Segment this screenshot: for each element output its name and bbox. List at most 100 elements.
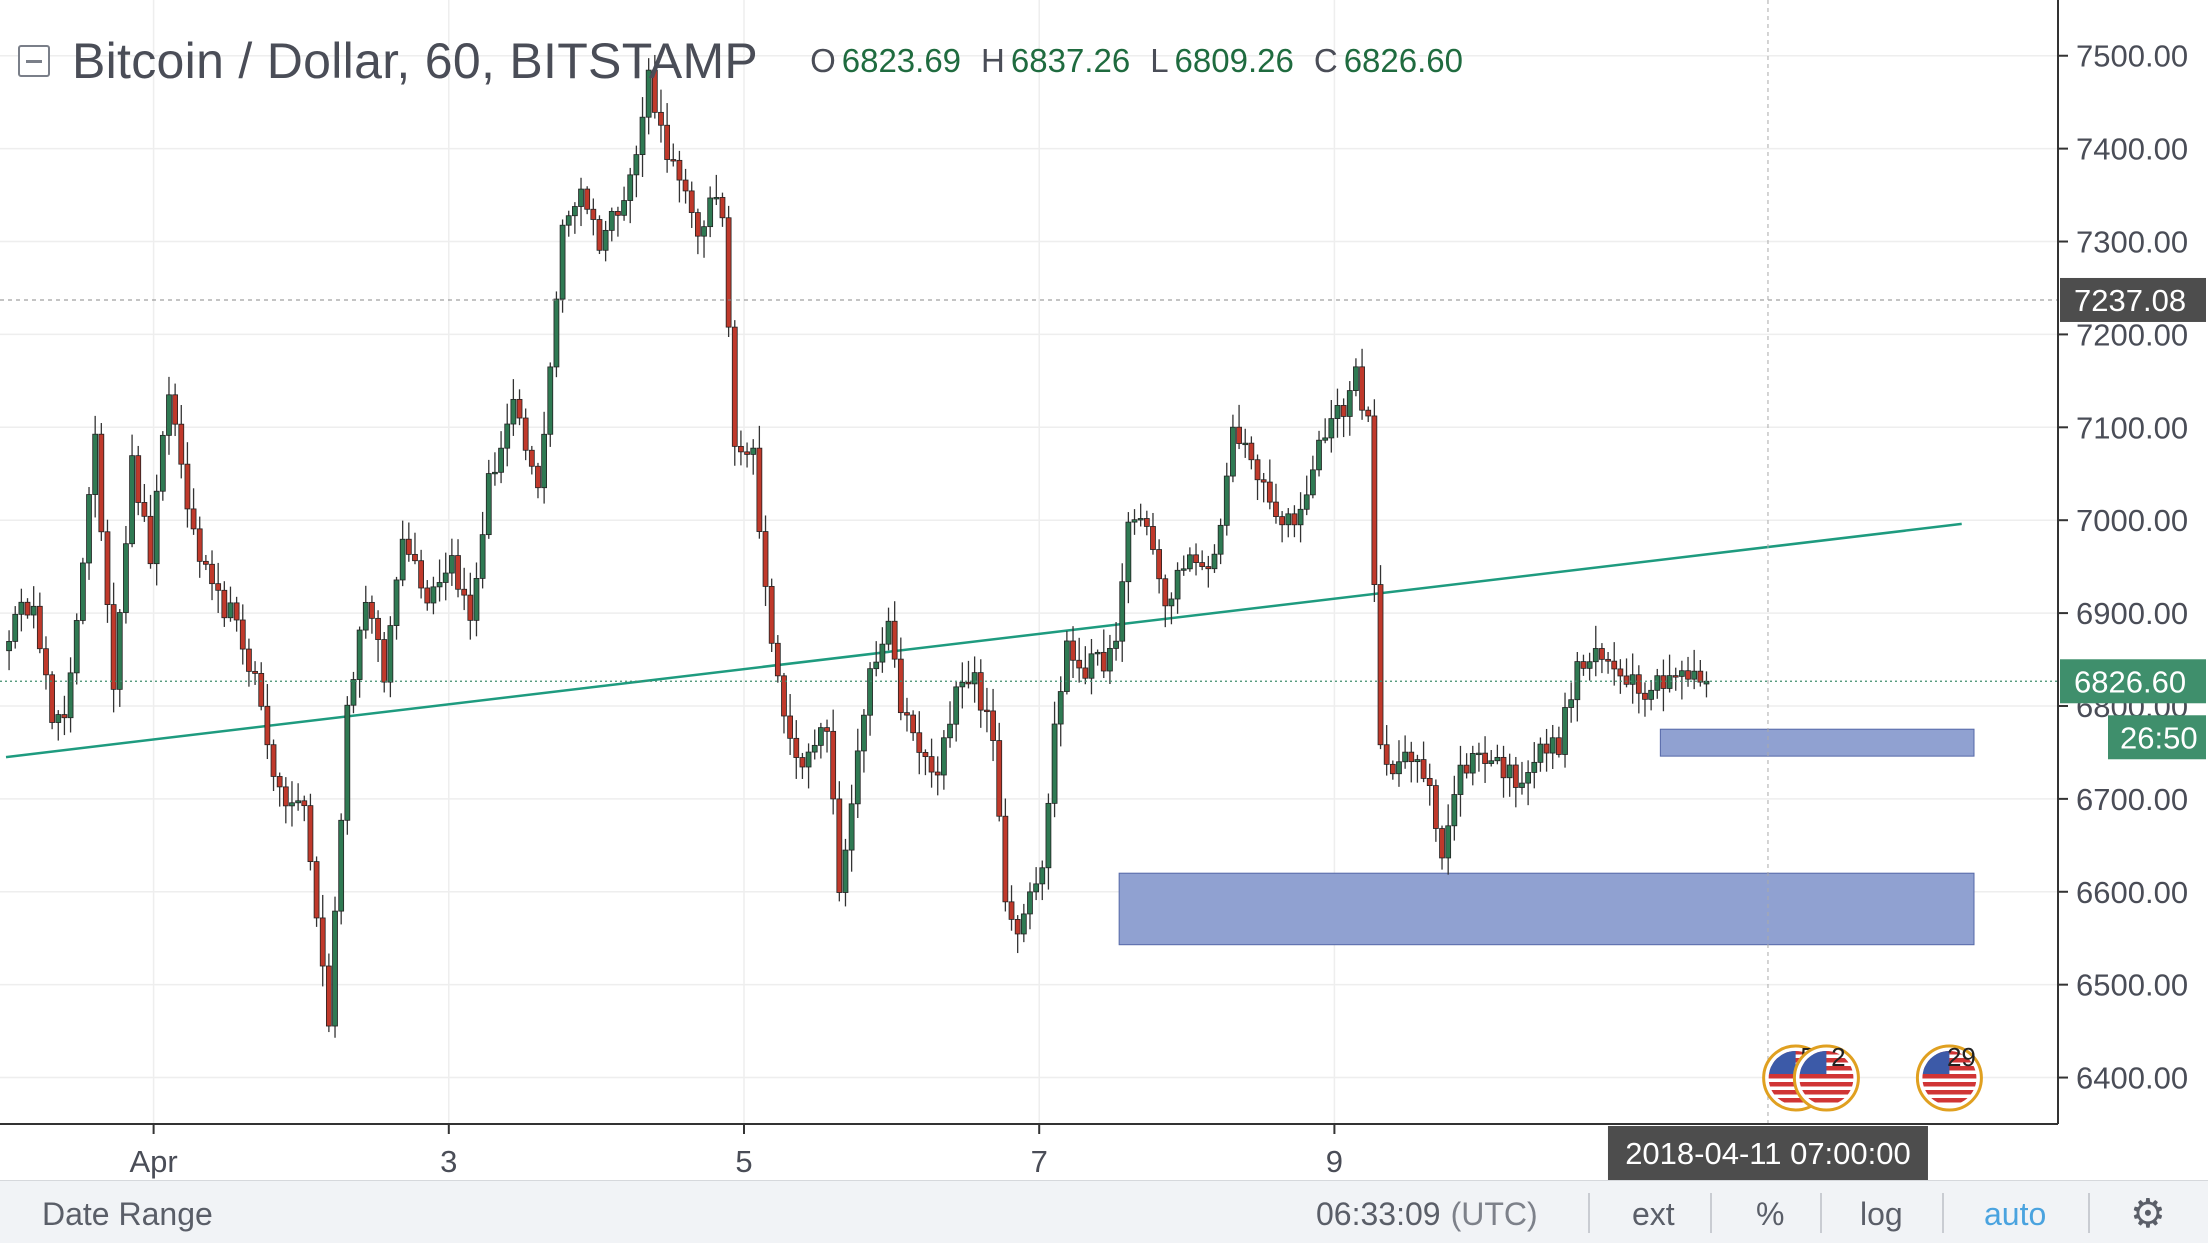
auto-scale-toggle[interactable]: auto xyxy=(1984,1196,2047,1232)
candle-body xyxy=(123,543,129,613)
candle-body xyxy=(658,111,664,126)
candle-body xyxy=(1506,764,1513,779)
candle-body xyxy=(1223,475,1230,526)
price-tick-label: 6700.00 xyxy=(2076,782,2188,817)
price-tick-label: 6500.00 xyxy=(2076,968,2188,1003)
candle-body xyxy=(1679,670,1685,677)
candle-body xyxy=(1051,723,1058,804)
candle-body xyxy=(455,555,461,590)
candle-body xyxy=(897,658,904,714)
candle-body xyxy=(1082,667,1089,679)
time-tick-label: 9 xyxy=(1326,1144,1343,1179)
candle-body xyxy=(916,732,923,753)
candle-body xyxy=(1512,764,1519,788)
candle-body xyxy=(504,423,511,449)
candle-body xyxy=(1039,867,1046,885)
candle-body xyxy=(1654,675,1661,691)
candle-body xyxy=(1605,658,1611,662)
candle-body xyxy=(1180,568,1187,571)
crosshair-price-badge xyxy=(2060,277,2206,322)
price-axis[interactable]: 6400.006500.006600.006700.006800.006900.… xyxy=(2057,0,2206,1124)
candle-body xyxy=(1057,691,1064,725)
candle-body xyxy=(854,750,861,805)
candle-body xyxy=(522,417,529,451)
candle-body xyxy=(1107,648,1113,672)
candle-body xyxy=(1408,751,1415,763)
last-price-badge xyxy=(2060,659,2206,704)
time-axis[interactable]: Apr 3 5 7 9 2018-04-11 07:00:00 xyxy=(0,1123,2058,1180)
candle-body xyxy=(1697,670,1704,683)
candle-body xyxy=(608,210,615,231)
candle-body xyxy=(295,800,301,804)
percent-scale-toggle[interactable]: % xyxy=(1756,1196,1785,1232)
price-chart[interactable]: 5229 6400.006500.006600.006700.006800.00… xyxy=(0,0,2208,1180)
price-zone xyxy=(1118,872,1975,946)
candle-body xyxy=(1531,761,1538,773)
candle-body xyxy=(848,803,855,851)
candle-body xyxy=(1279,516,1286,526)
candle-body xyxy=(1193,554,1199,563)
collapse-legend-icon[interactable] xyxy=(18,45,50,77)
flag-stripe xyxy=(1799,1082,1854,1087)
flag-stripe xyxy=(1922,1090,1977,1095)
open-label: O xyxy=(810,42,836,79)
candle-body xyxy=(1556,737,1562,755)
price-zone xyxy=(1659,728,1975,757)
candle-body xyxy=(141,502,148,517)
candle-body xyxy=(190,508,197,530)
crosshair-date-badge xyxy=(1607,1126,1928,1180)
candle-body xyxy=(1322,437,1329,441)
settings-gear-icon[interactable]: ⚙ xyxy=(2130,1192,2166,1236)
candle-body xyxy=(301,800,308,807)
candle-body xyxy=(959,681,966,688)
candle-body xyxy=(1150,526,1156,550)
candle-body xyxy=(1119,581,1126,642)
candle-body xyxy=(1672,675,1679,678)
candle-body xyxy=(1525,772,1532,784)
candle-body xyxy=(1014,918,1021,935)
utc-clock[interactable]: 06:33:09 (UTC) xyxy=(1316,1196,1538,1233)
candle-body xyxy=(492,471,498,475)
candle-body xyxy=(516,398,523,419)
candle-body xyxy=(793,737,800,758)
candle-body xyxy=(572,206,578,217)
us-flag-event-icon: 2 xyxy=(1792,1042,1860,1112)
candle-body xyxy=(332,910,338,1027)
candle-body xyxy=(221,589,228,619)
candle-body xyxy=(535,465,541,489)
candle-body xyxy=(1420,759,1427,779)
log-scale-toggle[interactable]: log xyxy=(1860,1196,1903,1232)
candle-body xyxy=(325,965,332,1027)
candle-body xyxy=(393,579,400,626)
trendline xyxy=(5,522,1962,759)
candle-body xyxy=(1088,653,1095,679)
candle-body xyxy=(1137,518,1144,521)
candle-body xyxy=(627,174,634,201)
candle-body xyxy=(1070,640,1076,661)
trendline-layer xyxy=(5,522,1962,759)
crosshair xyxy=(0,0,2058,1124)
low-label: L xyxy=(1150,42,1169,79)
candle-body xyxy=(1027,891,1033,915)
extended-hours-toggle[interactable]: ext xyxy=(1632,1196,1675,1232)
candle-body xyxy=(319,917,326,967)
candle-body xyxy=(498,447,504,473)
price-tick-label: 6600.00 xyxy=(2076,875,2188,910)
flag-stripe xyxy=(1768,1098,1823,1103)
candle-body xyxy=(805,751,812,768)
candle-body xyxy=(1549,737,1556,754)
candle-body xyxy=(731,326,738,447)
candle-body xyxy=(1162,578,1169,607)
candle-body xyxy=(719,197,726,219)
date-range-button[interactable]: Date Range xyxy=(42,1196,213,1232)
high-label: H xyxy=(981,42,1005,79)
candle-body xyxy=(1402,751,1409,763)
candle-body xyxy=(1217,524,1224,555)
candle-body xyxy=(830,730,837,800)
candle-body xyxy=(1334,405,1341,419)
candle-body xyxy=(1359,366,1365,411)
candles xyxy=(6,54,1710,1038)
flag-stripe xyxy=(1922,1074,1977,1079)
open-value: 6823.69 xyxy=(841,42,962,79)
candle-body xyxy=(369,601,375,619)
